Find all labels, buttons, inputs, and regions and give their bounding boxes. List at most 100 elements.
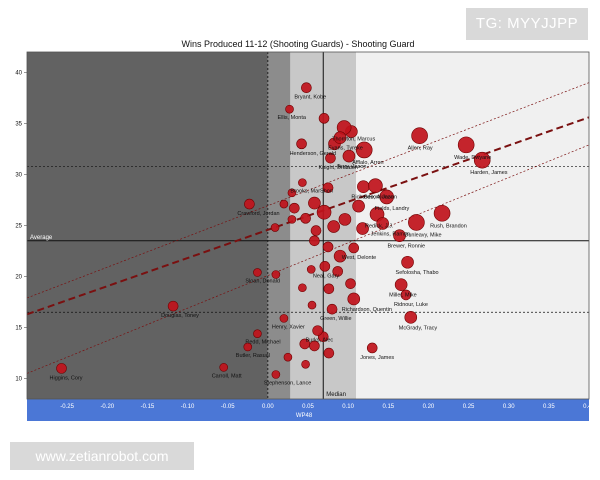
scatter-point <box>352 199 365 213</box>
scatter-point <box>244 198 255 210</box>
y-tick-label: 20 <box>15 275 22 281</box>
y-tick-label: 25 <box>15 224 22 230</box>
point-label: Terry, Jason <box>337 164 367 170</box>
scatter-point <box>270 223 280 232</box>
point-label: Sloan, Donald <box>245 278 280 284</box>
point-label: Sefolosha, Thabo <box>396 270 439 276</box>
scatter-point <box>307 300 317 310</box>
scatter-point <box>348 242 360 254</box>
point-label: Thornton, Marcus <box>332 137 375 143</box>
point-label: Afflalo, Arron <box>352 160 383 166</box>
scatter-point <box>411 127 428 144</box>
scatter-point <box>342 149 356 163</box>
x-tick-label: -0.20 <box>100 404 114 410</box>
x-tick-label: 0.40 <box>583 404 595 410</box>
scatter-point <box>319 261 331 272</box>
scatter-point <box>345 278 356 289</box>
x-tick-label: 0.00 <box>262 404 274 410</box>
x-tick-label: 0.10 <box>342 404 354 410</box>
scatter-point <box>312 325 323 336</box>
chart-title: Wins Produced 11-12 (Shooting Guards) - … <box>182 39 415 49</box>
point-label: Brewer, Ronnie <box>388 244 426 250</box>
scatter-point <box>400 289 412 301</box>
scatter-point <box>298 283 307 293</box>
scatter-point <box>366 342 378 354</box>
scatter-point <box>310 225 322 236</box>
watermark-tg: TG: MYYJJPP <box>466 8 588 40</box>
x-axis-label: WP48 <box>296 413 313 419</box>
point-label: Green, Willie <box>320 316 351 322</box>
scatter-point <box>433 204 451 222</box>
scatter-point <box>300 213 311 224</box>
point-label: Richardson, Quentin <box>342 307 392 313</box>
point-label: Brooks, MarShon <box>290 189 333 195</box>
scatter-point <box>298 178 307 187</box>
point-label: Ellis, Monta <box>278 115 307 121</box>
y-tick-label: 35 <box>15 121 22 127</box>
watermark-url: www.zetianrobot.com <box>10 442 194 470</box>
point-label: Henry, Xavier <box>272 324 305 330</box>
scatter-point <box>322 241 334 253</box>
scatter-point <box>287 215 297 224</box>
scatter-point <box>243 342 253 352</box>
scatter-point <box>408 214 425 231</box>
scatter-point <box>393 229 406 243</box>
scatter-point <box>289 202 300 214</box>
median-label: Median <box>326 392 346 398</box>
point-label: Redd, Michael <box>245 340 280 346</box>
scatter-point <box>219 363 228 372</box>
scatter-point <box>308 196 321 210</box>
scatter-point <box>167 300 179 312</box>
point-label: Butler, Rasual <box>236 353 270 359</box>
scatter-point <box>301 82 312 94</box>
y-tick-label: 40 <box>15 70 22 76</box>
scatter-point <box>56 363 67 374</box>
point-label: Jenkins, Ramon <box>371 231 410 237</box>
x-tick-label: -0.05 <box>221 404 235 410</box>
x-tick-label: 0.05 <box>302 404 314 410</box>
point-label: Henderson, Gerald <box>290 151 336 157</box>
point-label: Harden, James <box>470 170 508 176</box>
scatter-point <box>323 347 335 359</box>
point-label: Ridnour, Luke <box>394 302 428 308</box>
scatter-point <box>323 283 335 295</box>
scatter-point <box>357 180 370 194</box>
x-tick-label: 0.35 <box>543 404 555 410</box>
x-tick-label: -0.15 <box>141 404 155 410</box>
scatter-point <box>279 199 289 209</box>
scatter-point <box>301 359 310 369</box>
scatter-point <box>356 222 369 235</box>
scatter-point <box>376 217 389 230</box>
scatter-point <box>404 311 418 324</box>
point-label: Dunleavy, Mike <box>404 232 441 238</box>
y-tick-label: 10 <box>15 377 22 383</box>
scatter-point <box>285 104 294 114</box>
x-tick-label: 0.30 <box>503 404 515 410</box>
point-label: Richardson, Jason <box>351 195 397 201</box>
scatter-point <box>355 141 373 159</box>
point-label: Gee, Alonzo <box>363 195 393 201</box>
wp48-band-3 <box>356 52 589 399</box>
scatter-point <box>296 138 307 150</box>
scatter-point <box>326 303 338 315</box>
scatter-point <box>322 182 334 194</box>
point-label: Burks, Alec <box>306 338 334 344</box>
point-label: Miller, Mike <box>389 293 417 299</box>
scatter-point <box>271 270 281 279</box>
scatter-point <box>253 268 262 277</box>
scatter-point <box>287 188 297 198</box>
point-label: Carroll, Matt <box>212 373 242 379</box>
scatter-point <box>457 136 475 154</box>
x-tick-label: 0.15 <box>382 404 394 410</box>
point-label: Redick, J.J. <box>365 223 394 229</box>
point-label: Evans, Tyreke <box>328 146 363 152</box>
scatter-point <box>379 189 394 205</box>
plot-frame <box>26 51 590 400</box>
scatter-point <box>316 204 332 220</box>
scatter-point <box>271 370 281 379</box>
x-tick-label: -0.10 <box>181 404 195 410</box>
point-label: Rush, Brandon <box>430 223 467 229</box>
scatter-point <box>473 151 491 169</box>
point-label: Neal, Gary <box>313 273 340 279</box>
